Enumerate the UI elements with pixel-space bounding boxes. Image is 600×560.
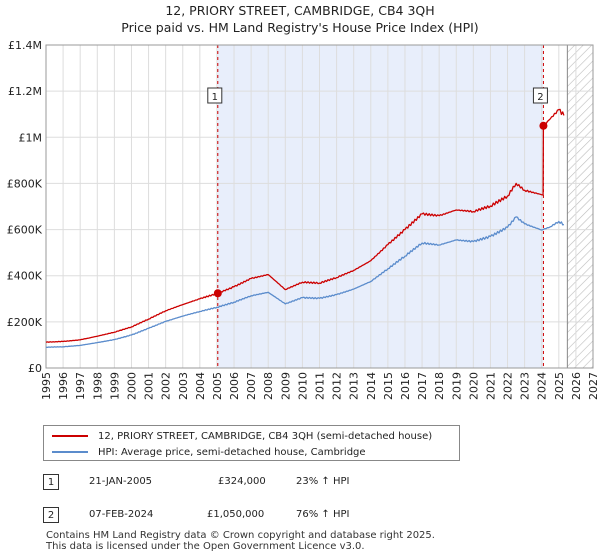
- x-tick-label: 2010: [296, 372, 309, 400]
- legend-item-hpi: HPI: Average price, semi-detached house,…: [52, 445, 366, 459]
- y-tick-label: £1.2M: [8, 85, 42, 98]
- legend-swatch-hpi: [52, 451, 88, 453]
- y-tick-label: £800K: [7, 177, 43, 190]
- sale-label-2: 2: [537, 92, 543, 103]
- x-tick-label: 2020: [467, 372, 480, 400]
- x-tick-label: 2023: [519, 372, 532, 400]
- x-tick-label: 2005: [211, 372, 224, 400]
- y-tick-label: £1M: [19, 131, 43, 144]
- x-tick-label: 2017: [416, 372, 429, 400]
- x-tick-label: 2015: [382, 372, 395, 400]
- chart-title: 12, PRIORY STREET, CAMBRIDGE, CB4 3QH: [165, 3, 435, 18]
- sale-point-2: [539, 121, 548, 130]
- legend: 12, PRIORY STREET, CAMBRIDGE, CB4 3QH (s…: [43, 425, 460, 461]
- sale-hpi: 23% ↑ HPI: [296, 476, 350, 487]
- x-tick-label: 2019: [450, 372, 463, 400]
- x-tick-label: 2004: [194, 372, 207, 400]
- x-tick-label: 1995: [40, 372, 53, 400]
- x-tick-label: 2016: [399, 372, 412, 400]
- sale-point-1: [213, 289, 222, 298]
- sale-hpi: 76% ↑ HPI: [296, 509, 350, 520]
- x-tick-label: 2018: [433, 372, 446, 400]
- legend-item-property: 12, PRIORY STREET, CAMBRIDGE, CB4 3QH (s…: [52, 429, 432, 443]
- x-tick-label: 2011: [314, 372, 327, 400]
- x-tick-label: 2027: [587, 372, 600, 400]
- x-tick-label: 2007: [245, 372, 258, 400]
- y-tick-label: £600K: [7, 224, 43, 237]
- y-tick-label: £200K: [7, 316, 43, 329]
- x-tick-label: 2002: [160, 372, 173, 400]
- legend-swatch-property: [52, 435, 88, 437]
- sale-label-box-1: [207, 87, 223, 104]
- sale-price: £324,000: [218, 476, 266, 487]
- x-tick-label: 2021: [484, 372, 497, 400]
- footer-copyright: Contains HM Land Registry data © Crown c…: [46, 530, 435, 541]
- plot-frame: [45, 44, 594, 369]
- y-tick-label: £0: [28, 362, 42, 375]
- sale-badge: 1: [43, 474, 59, 490]
- x-tick-label: 2003: [177, 372, 190, 400]
- legend-label-property: 12, PRIORY STREET, CAMBRIDGE, CB4 3QH (s…: [98, 430, 433, 442]
- x-tick-label: 2013: [348, 372, 361, 400]
- x-tick-label: 2022: [502, 372, 515, 400]
- x-tick-label: 2006: [228, 372, 241, 400]
- sale-label-box-2: [532, 87, 548, 104]
- ownership-shading: [217, 45, 544, 368]
- x-tick-label: 2008: [262, 372, 275, 400]
- x-tick-label: 2024: [536, 372, 549, 400]
- sale-price: £1,050,000: [207, 509, 265, 520]
- x-tick-label: 2026: [570, 372, 583, 400]
- legend-label-hpi: HPI: Average price, semi-detached house,…: [98, 446, 366, 458]
- y-tick-label: £400K: [7, 270, 43, 283]
- x-tick-label: 2009: [279, 372, 292, 400]
- sale-date: 21-JAN-2005: [89, 476, 153, 487]
- x-tick-label: 2012: [331, 372, 344, 400]
- x-tick-label: 2014: [365, 372, 378, 400]
- property-price-line: [45, 108, 565, 343]
- forecast-hatch: [567, 45, 593, 368]
- price-chart: £0 £200K £400K £600K £800K £1M £1.2M £1.4M 1995 1…: [7, 39, 600, 400]
- x-tick-label: 1997: [74, 372, 87, 400]
- sale-date: 07-FEB-2024: [89, 509, 154, 520]
- y-tick-label: £1.4M: [8, 39, 42, 52]
- x-tick-label: 2025: [553, 372, 566, 400]
- x-tick-label: 1998: [91, 372, 104, 400]
- chart-subtitle: Price paid vs. HM Land Registry's House …: [121, 20, 479, 35]
- x-tick-label: 1999: [108, 372, 121, 400]
- x-tick-label: 2000: [125, 372, 138, 400]
- footer-licence: This data is licensed under the Open Gov…: [46, 541, 365, 552]
- sale-label-1: 1: [212, 92, 218, 103]
- x-tick-label: 1996: [57, 372, 70, 400]
- hpi-line: [45, 216, 565, 349]
- sale-badge: 2: [43, 507, 59, 523]
- x-tick-label: 2001: [143, 372, 156, 400]
